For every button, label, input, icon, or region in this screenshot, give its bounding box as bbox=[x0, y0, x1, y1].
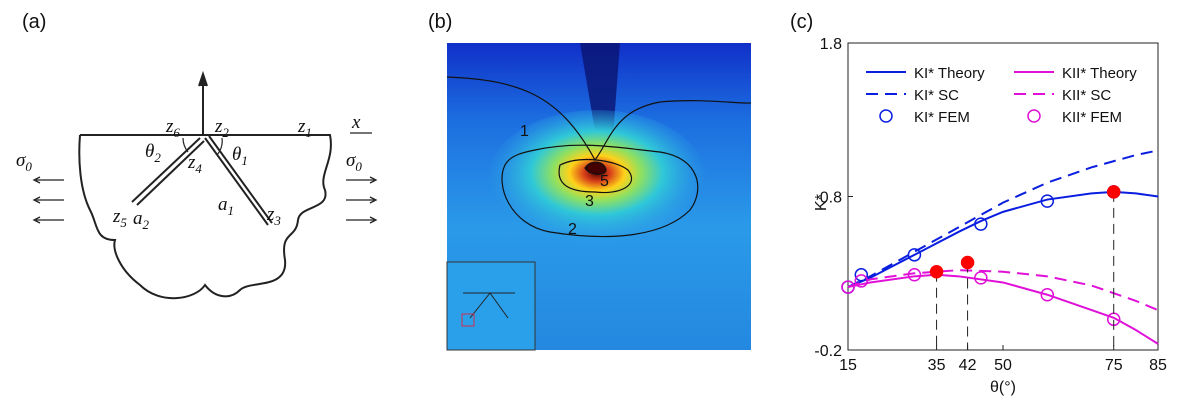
diagram-label: σ0 bbox=[346, 150, 362, 174]
label-base: z bbox=[297, 116, 306, 137]
legend-label: KII* SC bbox=[1062, 87, 1111, 104]
contour-label: 1 bbox=[520, 123, 529, 140]
legend-label: KI* SC bbox=[914, 87, 959, 104]
label-sub: 1 bbox=[241, 153, 248, 168]
label-base: θ bbox=[232, 144, 241, 165]
label-sub: 0 bbox=[25, 159, 32, 174]
chart: 15 35 42 50 75 85 -0.2 0.8 1.8 θ(°) K* KI* Theory KI… bbox=[813, 36, 1167, 396]
diagram-label: z6 bbox=[165, 116, 180, 140]
panel-label: (c) bbox=[790, 11, 813, 33]
diagram-label: a1 bbox=[218, 194, 234, 218]
contour-plot bbox=[446, 43, 752, 351]
label-sub: 0 bbox=[355, 159, 362, 174]
contour-label: 5 bbox=[600, 173, 609, 190]
diagram-label: σ0 bbox=[16, 150, 32, 174]
highlight-point bbox=[1106, 185, 1121, 199]
diagram-label: z1 bbox=[297, 116, 312, 140]
legend-marker bbox=[1027, 109, 1041, 123]
diagram-label: z5 bbox=[112, 206, 127, 230]
diagram-label: a2 bbox=[133, 208, 150, 232]
diagram bbox=[32, 70, 378, 300]
line bbox=[847, 273, 1159, 345]
label-sub: 5 bbox=[120, 215, 127, 230]
diagram-label: z4 bbox=[187, 152, 202, 176]
contour-label: 2 bbox=[568, 221, 577, 238]
legend-label: KII* Theory bbox=[1062, 65, 1137, 82]
marker bbox=[974, 217, 988, 231]
line bbox=[847, 269, 1159, 312]
label-base: z bbox=[187, 152, 196, 173]
label-sub: 2 bbox=[222, 125, 229, 140]
label-sub: 3 bbox=[273, 213, 281, 228]
label-base: z bbox=[165, 116, 174, 137]
highlight-point bbox=[960, 255, 975, 270]
label-base: σ bbox=[346, 150, 356, 171]
x-axis-label: θ(°) bbox=[990, 379, 1016, 396]
label-base: θ bbox=[145, 141, 154, 162]
label-base: z bbox=[266, 204, 275, 225]
marker bbox=[854, 274, 869, 288]
label-sub: 4 bbox=[195, 161, 202, 176]
diagram-label: z2 bbox=[214, 116, 229, 140]
line bbox=[847, 149, 1159, 288]
marker bbox=[907, 248, 922, 262]
label-sub: 6 bbox=[173, 125, 180, 140]
legend-label: KI* Theory bbox=[914, 65, 985, 82]
marker bbox=[974, 271, 988, 285]
y-tick-label: 0.8 bbox=[820, 190, 842, 207]
highlight-point bbox=[929, 264, 944, 279]
contour-label: 3 bbox=[585, 193, 594, 210]
marker bbox=[841, 280, 855, 294]
x-tick-label: 75 bbox=[1105, 357, 1123, 374]
y-axis-label: K* bbox=[813, 194, 830, 211]
diagram-label: z3 bbox=[266, 204, 281, 228]
label-base: σ bbox=[16, 150, 26, 171]
panel-label: (a) bbox=[22, 11, 46, 33]
panel-label: (b) bbox=[428, 11, 452, 33]
marker bbox=[1040, 194, 1055, 208]
label-base: z bbox=[112, 206, 121, 227]
x-tick-label: 15 bbox=[839, 357, 857, 374]
marker bbox=[1040, 287, 1055, 302]
x-tick-label: 50 bbox=[994, 357, 1012, 374]
x-tick-label: 85 bbox=[1149, 357, 1167, 374]
x-tick-label: 42 bbox=[959, 357, 977, 374]
legend-label: KI* FEM bbox=[914, 109, 970, 126]
label-base: a bbox=[133, 208, 143, 229]
label-base: z bbox=[214, 116, 223, 137]
legend-label: KII* FEM bbox=[1062, 109, 1122, 126]
label-sub: 2 bbox=[154, 150, 161, 165]
x-tick-label: 35 bbox=[928, 357, 946, 374]
marker bbox=[854, 268, 869, 282]
axis-label: x bbox=[351, 112, 361, 133]
label-sub: 2 bbox=[143, 217, 150, 232]
diagram-label: θ2 bbox=[145, 141, 161, 165]
label-sub: 1 bbox=[305, 125, 312, 140]
label-base: a bbox=[218, 194, 228, 215]
line bbox=[847, 190, 1159, 288]
label-sub: 1 bbox=[228, 203, 235, 218]
y-tick-label: -0.2 bbox=[814, 343, 842, 360]
diagram-label: θ1 bbox=[232, 144, 248, 168]
y-tick-label: 1.8 bbox=[820, 36, 842, 53]
legend-marker bbox=[879, 109, 893, 123]
marker bbox=[907, 268, 922, 282]
